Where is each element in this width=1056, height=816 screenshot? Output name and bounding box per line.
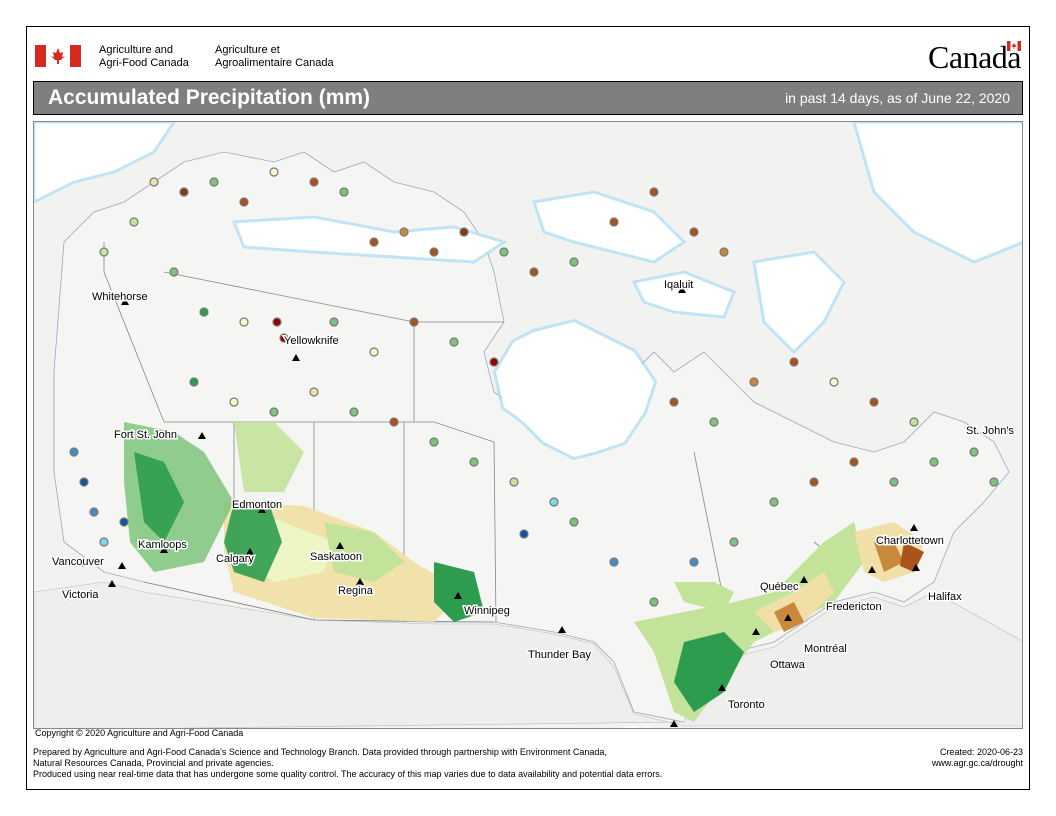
title-bar: Accumulated Precipitation (mm) in past 1… [33,81,1023,115]
city-marker-icon [558,626,566,633]
city-marker-icon [800,576,808,583]
station-dots [69,167,999,607]
city-label: Halifax [928,591,962,603]
city-label: Edmonton [232,499,282,511]
city-label: Québec [760,581,799,593]
map-canvas[interactable]: Whitehorse Yellowknife Iqaluit Fort St. Joh… [34,122,1023,729]
city-label: Toronto [728,699,765,711]
hudson-bay-fill [496,322,654,457]
city-marker-icon [160,546,168,553]
city-label: Montréal [804,643,847,655]
canada-wordmark: Canada [928,39,1021,75]
city-marker-icon [1002,426,1010,433]
city-label: Victoria [62,589,99,601]
header: Agriculture and Agri-Food Canada Agricul… [27,27,1029,79]
footer-notes: Prepared by Agriculture and Agri-Food Ca… [33,747,793,780]
wordmark-flag-icon [1007,41,1021,51]
city-label: Kamloops [138,539,187,551]
footer-line2: Natural Resources Canada, Provincial and… [33,758,274,768]
arctic-water [34,122,1022,355]
city-marker-icon [118,562,126,569]
city-label: Winnipeg [464,605,510,617]
map-subtitle: in past 14 days, as of June 22, 2020 [785,90,1010,106]
city-marker-icon [752,628,760,635]
city-label: Yellowknife [284,335,339,347]
city-marker-icon [678,286,686,293]
city-label: Fort St. John [114,429,177,441]
city-label: Ottawa [770,659,806,671]
city-label: Iqaluit [664,279,693,291]
dept-en-line2: Agri-Food Canada [99,57,189,69]
city-marker-icon [910,524,918,531]
department-name-french: Agriculture et Agroalimentaire Canada [215,44,334,70]
city-label: Regina [338,585,374,597]
city-marker-icon [356,578,364,585]
city-marker-icon [292,354,300,361]
city-label: Thunder Bay [528,649,591,661]
city-marker-icon [718,684,726,691]
city-markers: Whitehorse Yellowknife Iqaluit Fort St. Joh… [51,278,1016,729]
precipitation-map[interactable]: Whitehorse Yellowknife Iqaluit Fort St. Joh… [33,121,1023,729]
city-label: Calgary [216,553,254,565]
city-marker-icon [198,432,206,439]
precipitation-zones [124,422,924,722]
city-marker-icon [246,548,254,555]
city-marker-icon [121,298,129,305]
dept-fr-line2: Agroalimentaire Canada [215,57,334,69]
city-label: Vancouver [52,556,104,568]
city-label: Fredericton [826,601,882,613]
footer-line3: Produced using near real-time data that … [33,769,663,779]
dept-fr-line1: Agriculture et [215,44,280,56]
copyright: Copyright © 2020 Agriculture and Agri-Fo… [35,728,244,738]
city-marker-icon [912,564,920,571]
map-frame: Agriculture and Agri-Food Canada Agricul… [26,26,1030,790]
dept-en-line1: Agriculture and [99,44,173,56]
city-marker-icon [336,542,344,549]
footer: Prepared by Agriculture and Agri-Food Ca… [33,745,1023,789]
city-label: Charlottetown [876,535,944,547]
city-marker-icon [868,566,876,573]
canada-flag-icon [35,45,81,67]
city-label: Windsor [624,727,665,729]
map-title: Accumulated Precipitation (mm) [48,86,371,109]
city-label: St. John's [966,425,1014,437]
city-marker-icon [670,720,678,727]
city-marker-icon [108,580,116,587]
footer-line1: Prepared by Agriculture and Agri-Food Ca… [33,747,607,757]
city-marker-icon [258,506,266,513]
city-marker-icon [784,614,792,621]
department-name-english: Agriculture and Agri-Food Canada [99,44,189,70]
created-date: Created: 2020-06-23 [939,747,1023,757]
city-label: Whitehorse [92,291,148,303]
footer-meta: Created: 2020-06-23 www.agr.gc.ca/drough… [932,747,1023,769]
city-label: Saskatoon [310,551,362,563]
source-url[interactable]: www.agr.gc.ca/drought [931,758,1023,768]
city-marker-icon [454,592,462,599]
